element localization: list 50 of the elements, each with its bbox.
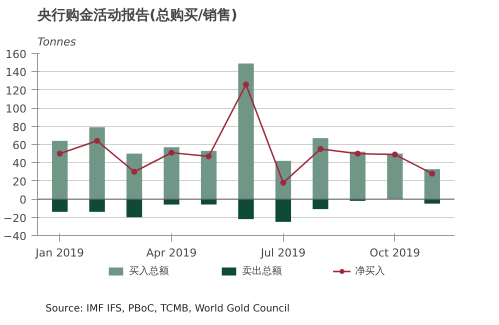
point [392, 152, 398, 158]
bar [52, 199, 68, 212]
y-tick-label: 0 [20, 194, 26, 207]
y-tick-label: 20 [12, 175, 27, 188]
y-axis-title: Tonnes [38, 36, 76, 48]
bar [238, 199, 254, 220]
y-tick-label: 100 [6, 102, 27, 116]
bar [89, 199, 105, 212]
x-tick-label: Oct 2019 [370, 246, 420, 260]
point [131, 168, 138, 175]
point [94, 138, 100, 144]
legend-label: 净买入 [355, 264, 385, 278]
bar [126, 154, 142, 200]
y-tick-label: 120 [6, 84, 27, 98]
x-tick-label: Apr 2019 [146, 246, 197, 260]
bar [89, 127, 105, 200]
point [168, 150, 175, 156]
bar [164, 147, 180, 200]
point [317, 146, 324, 152]
bar [275, 199, 292, 222]
bar [238, 64, 254, 200]
bar [164, 199, 180, 205]
y-tick-label: 60 [12, 139, 27, 152]
y-tick-label: −40 [3, 230, 27, 243]
bar [200, 150, 217, 200]
point [280, 180, 286, 186]
y-tick-label: 140 [6, 66, 27, 80]
point [243, 81, 249, 88]
y-tick-label: 160 [6, 48, 27, 61]
y-tick-label: 80 [12, 120, 27, 134]
bar [387, 154, 403, 200]
point [429, 170, 436, 177]
source-note: Source: IMF IFS, PBoC, TCMB, World Gold Council [46, 304, 290, 314]
legend-label: 卖出总额 [242, 264, 282, 278]
y-tick-label: −20 [3, 212, 27, 225]
x-tick-label: Jul 2019 [260, 246, 306, 260]
point [56, 150, 63, 157]
x-tick-label: Jan 2019 [34, 246, 84, 260]
bar [312, 138, 328, 200]
bar [200, 199, 217, 205]
bar [424, 169, 440, 200]
chart-title: 央行购金活动报告(总购买/销售) [36, 8, 238, 24]
point [206, 153, 212, 160]
bar [52, 140, 68, 200]
y-tick-label: 40 [12, 157, 27, 170]
point [354, 150, 361, 157]
legend-label: 买入总额 [129, 264, 169, 278]
bar [350, 152, 366, 200]
bar [312, 199, 328, 210]
bar [126, 199, 142, 218]
